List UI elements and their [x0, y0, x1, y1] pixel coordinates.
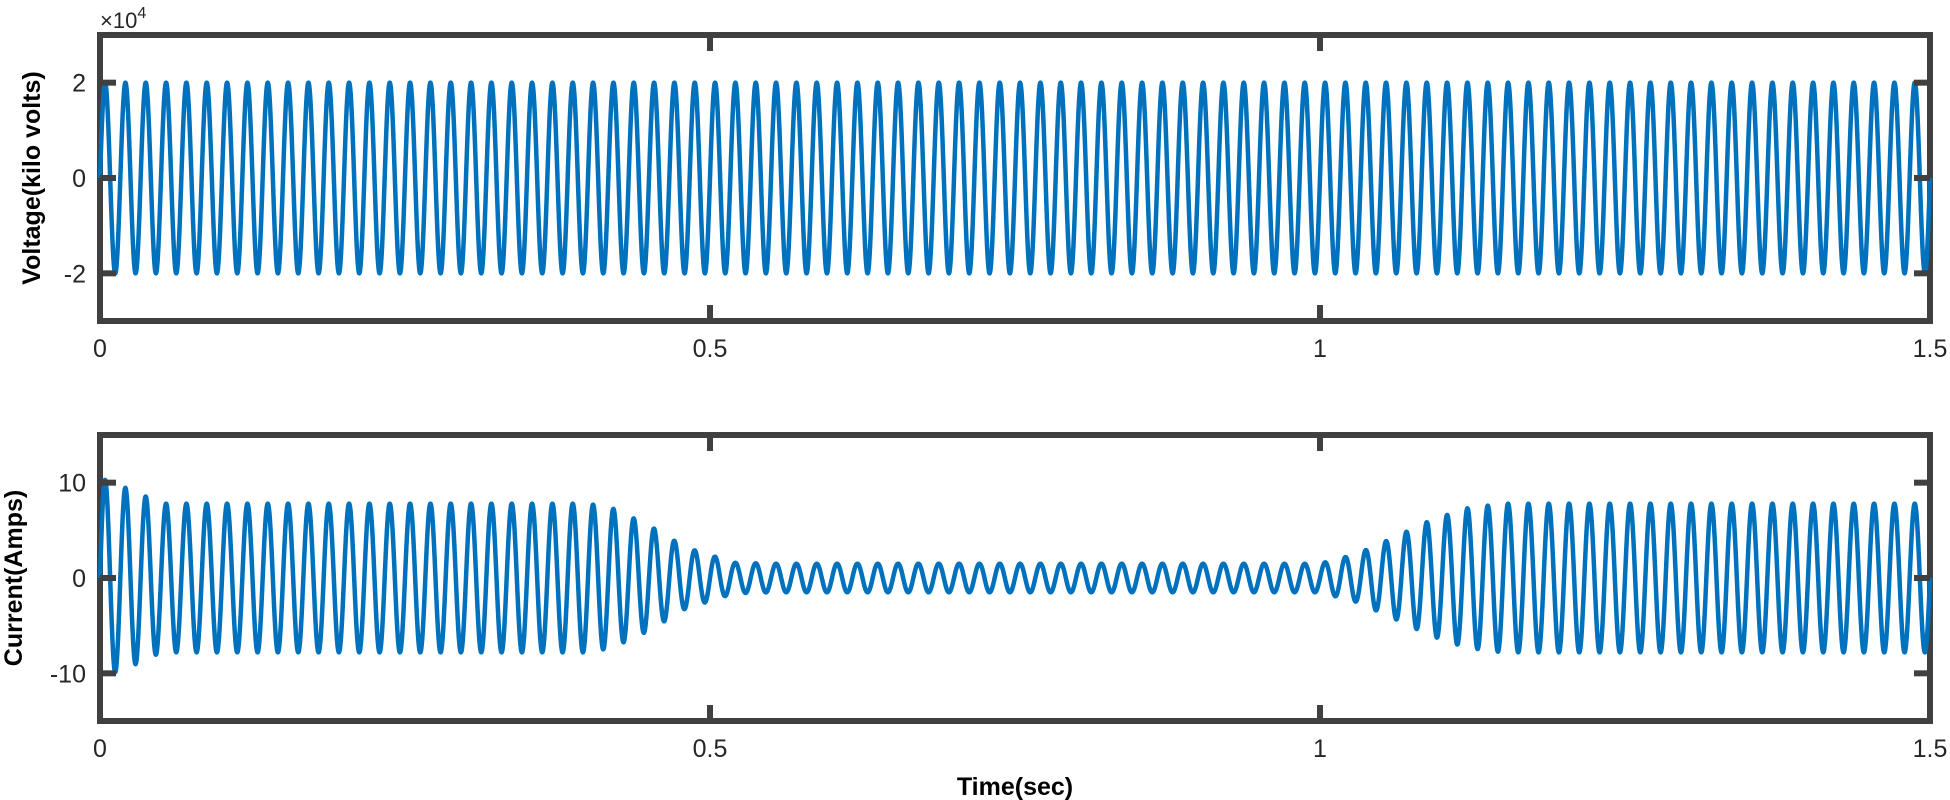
- x-tick-label: 1: [1313, 735, 1327, 763]
- x-tick-label: 0.5: [693, 335, 728, 363]
- series-layer: [97, 80, 1933, 276]
- series-0-line: [97, 477, 1933, 675]
- tick-layer: 0 0.5 1 1.5 -2 0 2: [64, 35, 1948, 363]
- voltage-plot: 0 0.5 1 1.5 -2 0 2 ×104 Voltage(kilo volts): [18, 5, 1947, 363]
- y-multiplier-label: ×104: [100, 5, 146, 33]
- y-tick-label: 0: [72, 565, 86, 593]
- x-tick-label: 0: [93, 735, 107, 763]
- y-axis-label: Current(Amps): [0, 490, 28, 666]
- series-layer: [97, 477, 1933, 675]
- tick-layer: 0 0.5 1 1.5 -10 0 10: [50, 435, 1948, 763]
- y-tick-label: -10: [50, 660, 86, 688]
- y-tick-label: 10: [58, 470, 86, 498]
- x-tick-label: 0: [93, 335, 107, 363]
- y-tick-label: 2: [72, 70, 86, 98]
- y-axis-label: Voltage(kilo volts): [18, 71, 46, 284]
- x-tick-label: 1.5: [1913, 335, 1948, 363]
- series-0-line: [97, 80, 1933, 276]
- current-plot: 0 0.5 1 1.5 -10 0 10 Current(Amps) Time(sec): [0, 432, 1948, 800]
- y-tick-label: -2: [64, 260, 86, 288]
- x-tick-label: 1: [1313, 335, 1327, 363]
- x-tick-label: 1.5: [1913, 735, 1948, 763]
- x-tick-label: 0.5: [693, 735, 728, 763]
- y-tick-label: 0: [72, 165, 86, 193]
- x-axis-label: Time(sec): [957, 773, 1073, 800]
